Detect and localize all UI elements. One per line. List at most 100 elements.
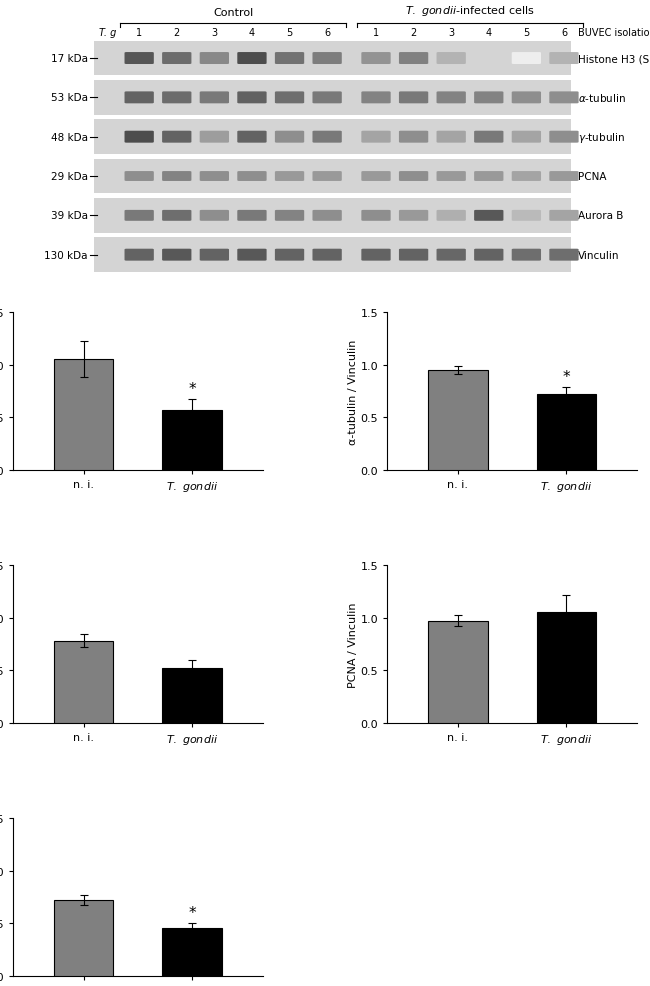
FancyBboxPatch shape [237,211,266,222]
Text: PCNA: PCNA [578,172,606,181]
Text: 2: 2 [410,29,417,38]
Text: Vinculin: Vinculin [578,250,619,260]
FancyBboxPatch shape [237,93,266,105]
FancyBboxPatch shape [512,211,541,222]
FancyBboxPatch shape [313,211,342,222]
Text: 1: 1 [373,29,379,38]
Y-axis label: PCNA / Vinculin: PCNA / Vinculin [348,601,358,687]
FancyBboxPatch shape [200,172,229,181]
Text: 17 kDa: 17 kDa [51,54,88,64]
Bar [162,669,222,724]
FancyBboxPatch shape [361,249,391,261]
Text: $\it{T.\ gondii}$-infected cells: $\it{T.\ gondii}$-infected cells [405,4,535,18]
FancyBboxPatch shape [125,249,154,261]
Text: 2: 2 [174,29,180,38]
Bar [537,394,596,470]
Text: 29 kDa: 29 kDa [51,172,88,181]
FancyBboxPatch shape [200,211,229,222]
FancyBboxPatch shape [512,131,541,144]
Text: 48 kDa: 48 kDa [51,132,88,143]
FancyBboxPatch shape [237,53,266,65]
FancyBboxPatch shape [125,172,154,181]
FancyBboxPatch shape [437,249,466,261]
Text: 4: 4 [486,29,492,38]
Text: 5: 5 [523,29,530,38]
FancyBboxPatch shape [512,53,541,65]
Text: 130 kDa: 130 kDa [44,250,88,260]
FancyBboxPatch shape [313,172,342,181]
Bar [94,239,571,273]
Text: *: * [188,382,196,396]
FancyBboxPatch shape [275,172,304,181]
FancyBboxPatch shape [549,211,578,222]
FancyBboxPatch shape [162,211,191,222]
FancyBboxPatch shape [512,249,541,261]
FancyBboxPatch shape [437,93,466,105]
FancyBboxPatch shape [549,172,578,181]
FancyBboxPatch shape [474,249,504,261]
FancyBboxPatch shape [237,131,266,144]
Bar [162,410,222,470]
Bar [162,928,222,976]
Bar [94,199,571,234]
FancyBboxPatch shape [437,172,466,181]
Text: Aurora B: Aurora B [578,211,623,221]
FancyBboxPatch shape [200,131,229,144]
Bar [54,360,113,470]
Text: BUVEC isolation: BUVEC isolation [578,29,650,38]
Bar [428,621,488,724]
FancyBboxPatch shape [361,53,391,65]
FancyBboxPatch shape [237,172,266,181]
Bar [94,41,571,76]
FancyBboxPatch shape [399,131,428,144]
FancyBboxPatch shape [512,172,541,181]
Text: Control: Control [213,8,254,18]
FancyBboxPatch shape [200,53,229,65]
FancyBboxPatch shape [361,172,391,181]
FancyBboxPatch shape [162,53,191,65]
FancyBboxPatch shape [162,249,191,261]
FancyBboxPatch shape [512,93,541,105]
FancyBboxPatch shape [125,93,154,105]
FancyBboxPatch shape [275,211,304,222]
FancyBboxPatch shape [200,93,229,105]
FancyBboxPatch shape [313,53,342,65]
FancyBboxPatch shape [361,211,391,222]
FancyBboxPatch shape [162,172,191,181]
FancyBboxPatch shape [399,53,428,65]
FancyBboxPatch shape [549,131,578,144]
FancyBboxPatch shape [474,93,504,105]
Bar [54,641,113,724]
Text: 39 kDa: 39 kDa [51,211,88,221]
Y-axis label: α-tubulin / Vinculin: α-tubulin / Vinculin [348,339,358,444]
FancyBboxPatch shape [162,93,191,105]
Text: 1: 1 [136,29,142,38]
FancyBboxPatch shape [361,93,391,105]
Text: 4: 4 [249,29,255,38]
FancyBboxPatch shape [162,131,191,144]
FancyBboxPatch shape [399,249,428,261]
Text: 6: 6 [324,29,330,38]
FancyBboxPatch shape [474,211,504,222]
Text: $\gamma$-tubulin: $\gamma$-tubulin [578,130,625,145]
Text: T. g: T. g [99,29,116,38]
Bar [94,120,571,155]
FancyBboxPatch shape [437,211,466,222]
Text: 3: 3 [448,29,454,38]
Text: *: * [563,369,570,385]
Bar [537,612,596,724]
FancyBboxPatch shape [200,249,229,261]
FancyBboxPatch shape [361,131,391,144]
FancyBboxPatch shape [313,93,342,105]
FancyBboxPatch shape [313,131,342,144]
Text: 3: 3 [211,29,217,38]
FancyBboxPatch shape [313,249,342,261]
Text: 6: 6 [561,29,567,38]
FancyBboxPatch shape [549,93,578,105]
FancyBboxPatch shape [474,53,504,65]
Bar [54,900,113,976]
FancyBboxPatch shape [474,172,504,181]
Text: *: * [188,905,196,920]
FancyBboxPatch shape [549,249,578,261]
FancyBboxPatch shape [125,131,154,144]
